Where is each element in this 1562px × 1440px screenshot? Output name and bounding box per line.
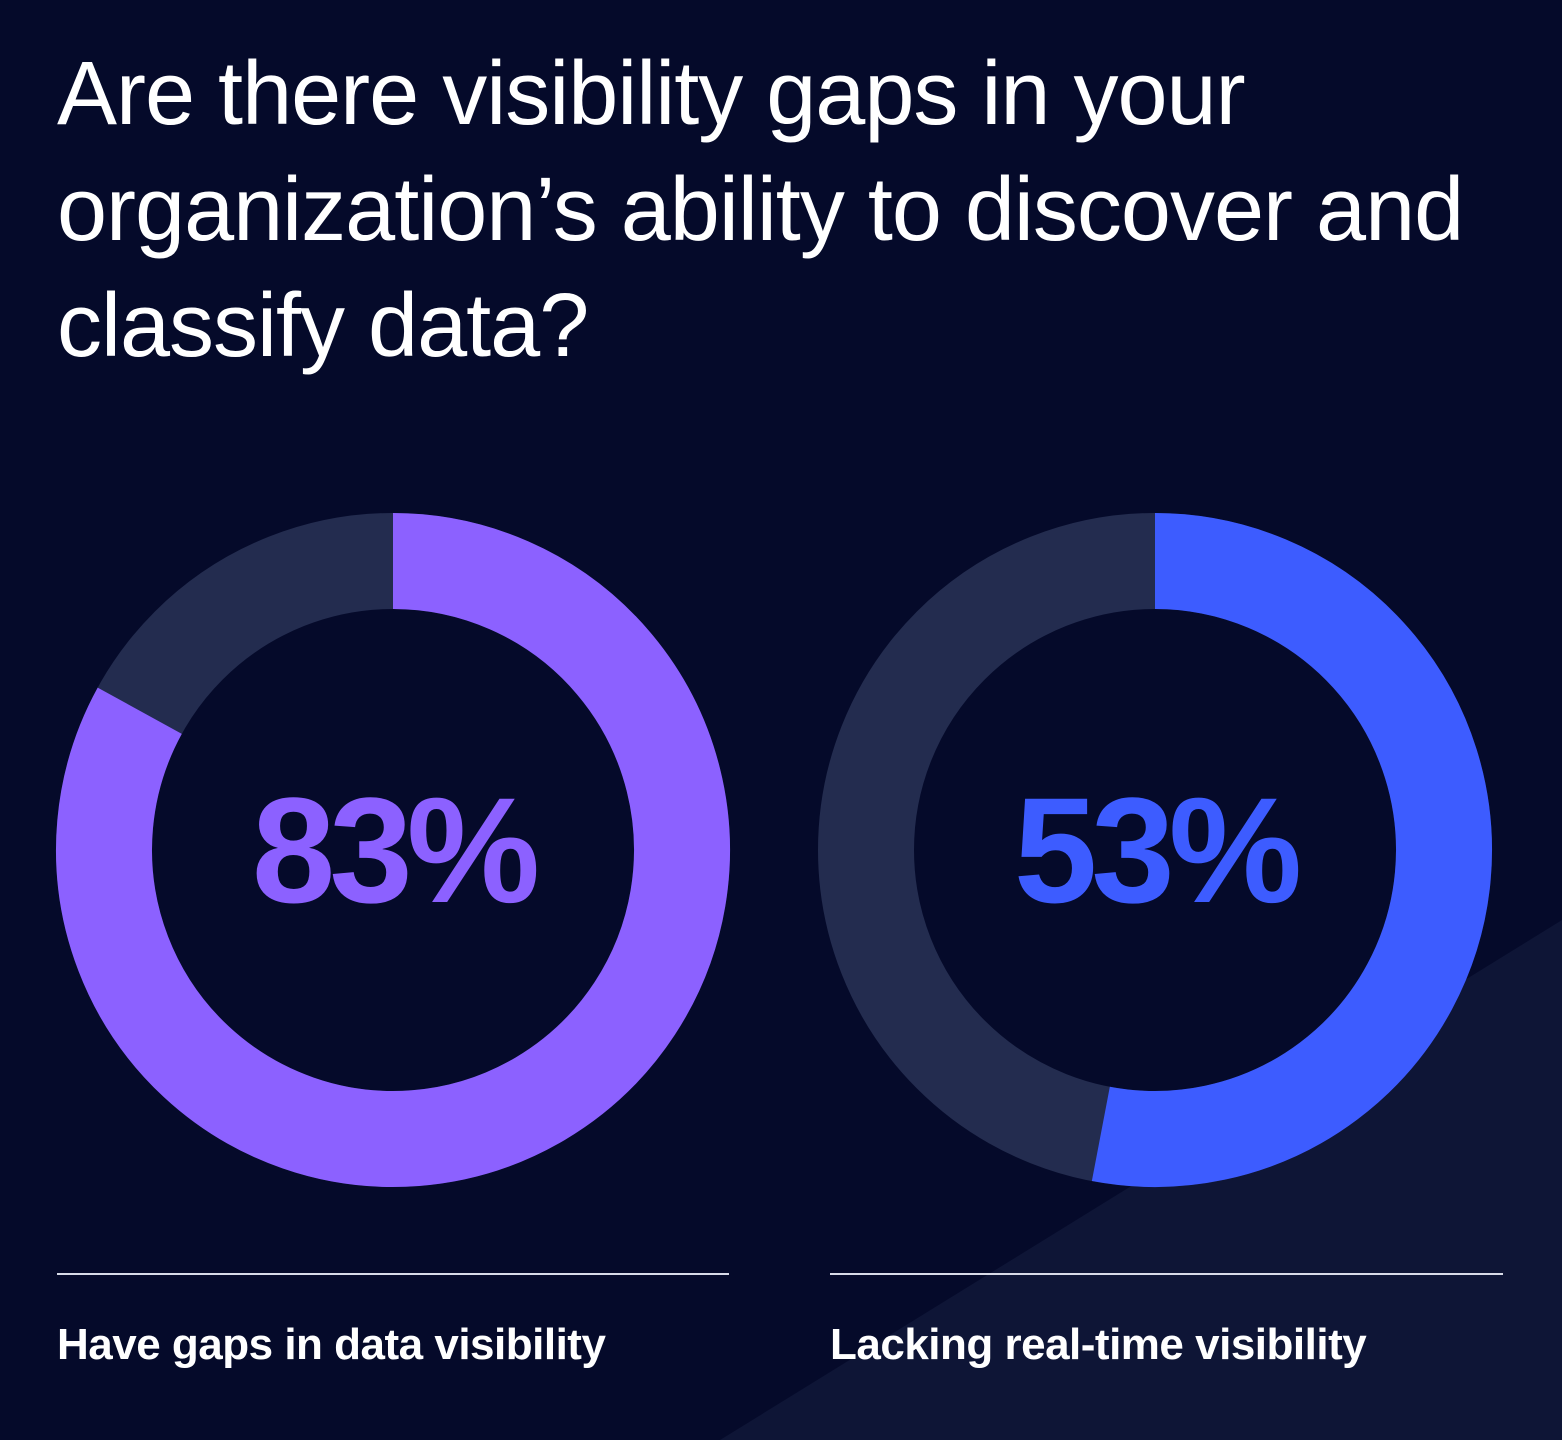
donut-chart-1: 83% <box>56 513 730 1187</box>
donut-1-category-label: Have gaps in data visibility <box>57 1320 606 1369</box>
donut-2-category-label: Lacking real-time visibility <box>830 1320 1367 1369</box>
donut-2-percent-label: 53% <box>1014 766 1299 934</box>
divider-2 <box>830 1273 1503 1275</box>
donut-1-value-arc <box>56 513 730 1187</box>
divider-1 <box>57 1273 729 1275</box>
donut-chart-2: 53% <box>818 513 1492 1187</box>
donut-1-percent-label: 83% <box>252 766 537 934</box>
chart-title: Are there visibility gaps in your organi… <box>57 44 1464 376</box>
donut-2-value-arc <box>1091 513 1492 1187</box>
